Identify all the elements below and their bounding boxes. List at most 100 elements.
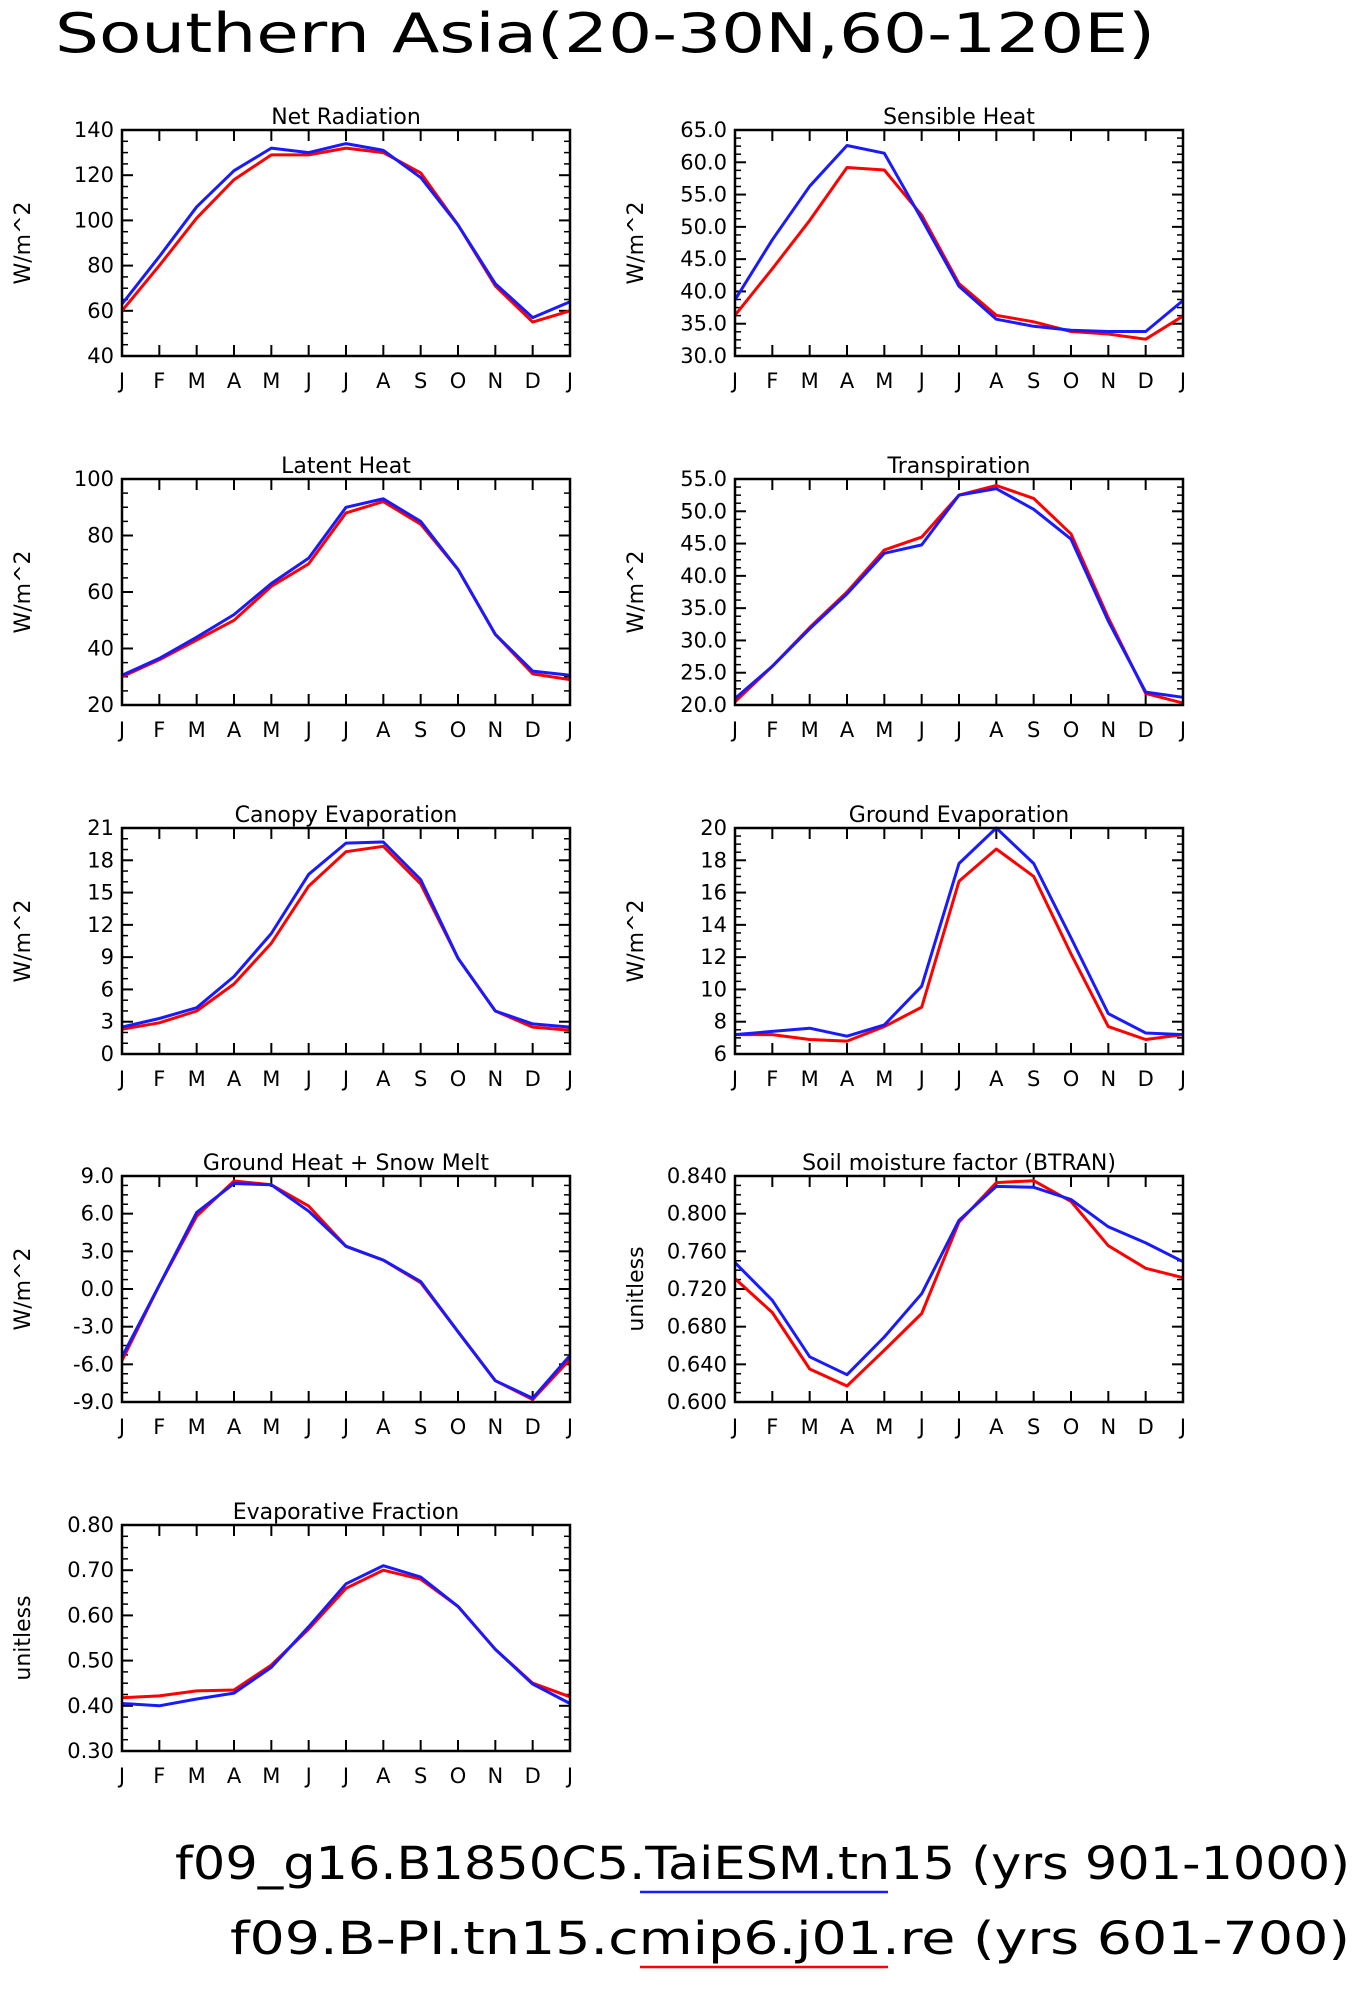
y-tick-label: -9.0 <box>73 1390 114 1414</box>
y-tick-label: 3.0 <box>81 1239 114 1263</box>
y-axis-label: W/m^2 <box>11 550 36 633</box>
legend: f09_g16.B1850C5.TaiESM.tn15 (yrs 901-100… <box>175 1837 1350 1969</box>
x-tick-label: O <box>450 1764 467 1788</box>
x-tick-label: M <box>801 1067 819 1091</box>
y-tick-label: 0.30 <box>67 1739 114 1763</box>
y-tick-label: 0.80 <box>67 1513 114 1537</box>
y-tick-label: 14 <box>700 913 727 937</box>
y-tick-label: -6.0 <box>73 1352 114 1376</box>
y-tick-label: 6 <box>101 977 114 1001</box>
y-axis-label: W/m^2 <box>624 899 649 982</box>
x-tick-label: N <box>487 1415 503 1439</box>
y-tick-label: 0.50 <box>67 1649 114 1673</box>
x-tick-label: O <box>450 1067 467 1091</box>
x-tick-label: A <box>376 369 391 393</box>
x-tick-label: O <box>1063 718 1080 742</box>
y-tick-label: 50.0 <box>680 215 727 239</box>
x-tick-label: M <box>801 1415 819 1439</box>
blue-series-line <box>734 487 1184 700</box>
plot-frame <box>120 128 572 358</box>
x-tick-label: J <box>304 718 312 742</box>
y-tick-label: 20 <box>700 816 727 840</box>
x-tick-label: N <box>487 718 503 742</box>
panel-2: Sensible Heat W/m^2 30.0 35.0 40.0 45.0 50.0 55… <box>624 105 1186 393</box>
y-axis-label: W/m^2 <box>11 899 36 982</box>
red-series-line <box>733 484 1184 705</box>
x-tick-label: J <box>341 1764 349 1788</box>
panel-title: Soil moisture factor (BTRAN) <box>802 1151 1116 1176</box>
panel-title: Sensible Heat <box>883 105 1035 130</box>
x-tick-label: A <box>227 369 242 393</box>
y-tick-label: 0.600 <box>667 1390 727 1414</box>
y-tick-label: 60.0 <box>680 150 727 174</box>
panel-title: Latent Heat <box>281 454 411 479</box>
x-tick-label: J <box>304 1764 312 1788</box>
y-axis-label: W/m^2 <box>11 201 36 284</box>
red-series-line <box>121 500 571 682</box>
x-tick-label: M <box>801 369 819 393</box>
y-tick-label: 55.0 <box>680 183 727 207</box>
y-tick-label: 0.760 <box>667 1239 727 1263</box>
x-tick-label: O <box>450 1415 467 1439</box>
y-tick-label: 0.60 <box>67 1603 114 1627</box>
y-tick-label: 60 <box>87 299 114 323</box>
panel-title: Ground Evaporation <box>849 803 1069 828</box>
x-tick-label: M <box>875 718 893 742</box>
y-tick-label: 3 <box>101 1010 114 1034</box>
x-tick-label: M <box>188 1764 206 1788</box>
panel-9: Evaporative Fraction unitless 0.30 0.40 0.50… <box>11 1500 573 1788</box>
x-tick-label: M <box>262 1764 280 1788</box>
blue-series-line <box>121 497 571 677</box>
x-tick-label: A <box>840 1415 855 1439</box>
panel-title: Evaporative Fraction <box>233 1500 459 1525</box>
x-tick-label: A <box>989 1067 1004 1091</box>
x-tick-label: J <box>730 718 738 742</box>
y-tick-label: 40.0 <box>680 564 727 588</box>
x-tick-label: D <box>525 1415 541 1439</box>
y-axis-label: W/m^2 <box>624 201 649 284</box>
y-tick-label: 0.0 <box>81 1277 114 1301</box>
red-series-line <box>121 1568 571 1700</box>
y-tick-label: 21 <box>87 816 114 840</box>
y-tick-label: 9.0 <box>81 1164 114 1188</box>
x-tick-label: A <box>376 718 391 742</box>
x-tick-label: A <box>227 1067 242 1091</box>
y-tick-label: 40.0 <box>680 279 727 303</box>
x-tick-label: J <box>117 718 125 742</box>
blue-series-line <box>733 144 1184 333</box>
x-tick-label: N <box>487 1067 503 1091</box>
x-tick-label: J <box>1178 1067 1186 1091</box>
y-tick-label: 45.0 <box>680 247 727 271</box>
x-tick-label: F <box>766 1415 778 1439</box>
red-series-line <box>733 166 1184 341</box>
plot-frame <box>120 1174 572 1404</box>
x-tick-label: J <box>304 1415 312 1439</box>
x-tick-label: J <box>954 1415 962 1439</box>
y-tick-label: 8 <box>714 1010 727 1034</box>
y-tick-label: 120 <box>74 163 114 187</box>
x-tick-label: J <box>565 1415 573 1439</box>
x-tick-label: J <box>565 1067 573 1091</box>
y-tick-label: 0.680 <box>667 1315 727 1339</box>
y-tick-label: 80 <box>87 524 114 548</box>
x-tick-label: J <box>304 369 312 393</box>
x-tick-label: M <box>801 718 819 742</box>
x-tick-label: M <box>262 1067 280 1091</box>
plot-frame <box>120 477 572 707</box>
blue-series-line <box>734 826 1184 1038</box>
y-tick-label: 40 <box>87 344 114 368</box>
x-tick-label: N <box>487 1764 503 1788</box>
red-series-line <box>735 847 1184 1043</box>
x-tick-label: D <box>1138 1067 1154 1091</box>
blue-series-line <box>120 142 571 320</box>
x-tick-label: M <box>875 1067 893 1091</box>
x-tick-label: F <box>766 369 778 393</box>
x-tick-label: F <box>153 1067 165 1091</box>
panel-7: Ground Heat + Snow Melt W/m^2 -9.0 -6.0 -3.0… <box>11 1151 573 1439</box>
x-tick-label: J <box>341 369 349 393</box>
x-tick-label: J <box>917 1067 925 1091</box>
x-tick-label: J <box>341 1415 349 1439</box>
x-tick-label: J <box>730 369 738 393</box>
